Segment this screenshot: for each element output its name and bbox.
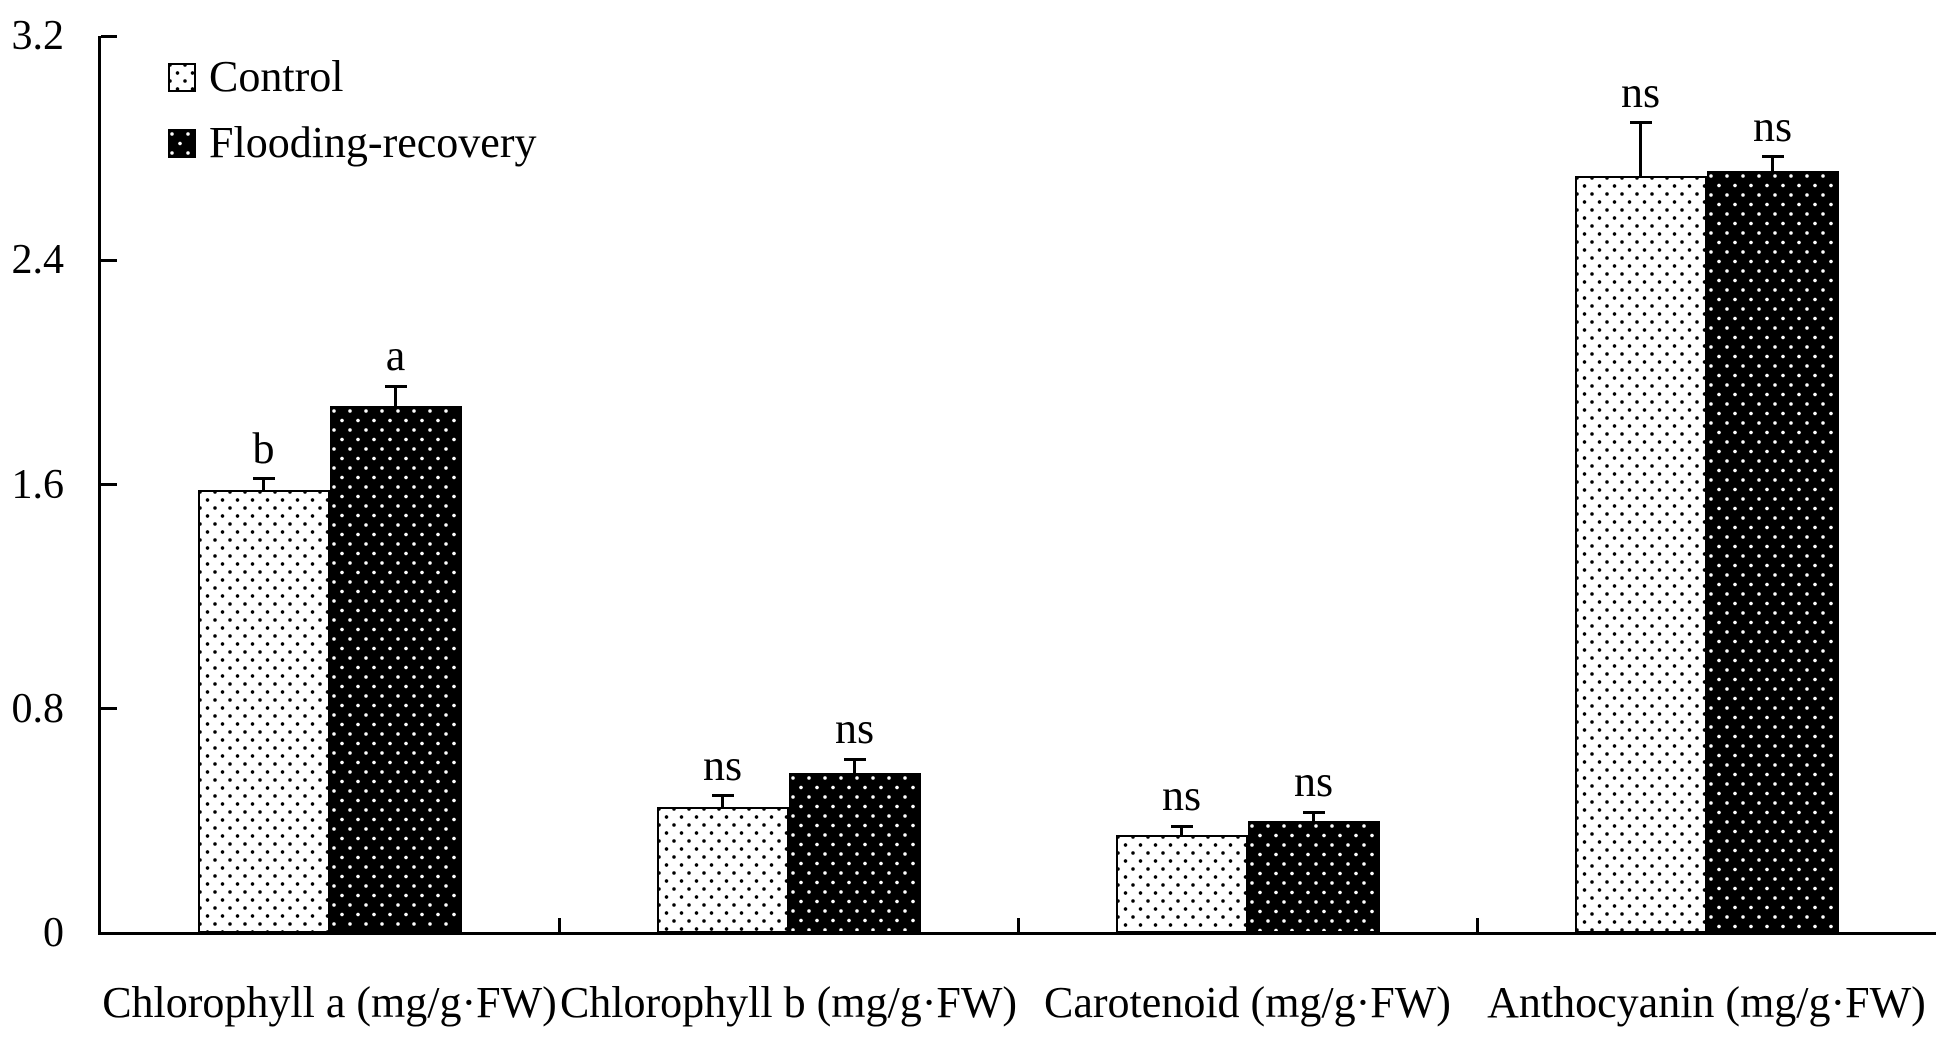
category-label: Anthocyanin (mg/g·FW)	[1487, 978, 1926, 1027]
error-bar-whisker	[1639, 122, 1642, 177]
category-label: Chlorophyll b (mg/g·FW)	[559, 978, 1018, 1027]
category-label: Chlorophyll a (mg/g·FW)	[102, 978, 557, 1027]
y-axis-tick	[101, 34, 117, 38]
category-label: Carotenoid (mg/g·FW)	[1044, 978, 1451, 1027]
error-bar-cap	[1170, 824, 1193, 828]
significance-label: ns	[834, 704, 875, 754]
error-bar-whisker	[394, 386, 397, 406]
error-bar-cap	[1302, 810, 1325, 814]
bar-control	[1574, 176, 1707, 933]
bar-flooding-recovery	[788, 773, 921, 933]
legend-swatch-flooding-pattern	[168, 128, 196, 158]
error-bar-whisker	[262, 478, 265, 491]
legend-item-flooding-recovery: Flooding-recovery	[168, 118, 537, 167]
bar-flooding-recovery	[329, 406, 462, 933]
error-bar-whisker	[1180, 826, 1183, 835]
bar-flooding-recovery	[1247, 820, 1380, 933]
bar-flooding-recovery	[1706, 170, 1839, 933]
y-tick-label: 1.6	[11, 461, 65, 508]
significance-label: ns	[1752, 101, 1793, 151]
y-tick-label: 0.8	[11, 685, 65, 732]
y-axis-tick	[101, 707, 117, 711]
error-bar-cap	[252, 477, 275, 481]
y-axis-line	[98, 36, 101, 935]
legend-swatch-control-pattern	[168, 62, 196, 92]
legend-item-control: Control	[168, 52, 536, 101]
legend: Control Flooding-recovery	[168, 52, 537, 167]
significance-label: ns	[1620, 67, 1661, 117]
x-axis-line	[98, 932, 1936, 935]
significance-label: ns	[1161, 771, 1202, 821]
y-axis-tick	[101, 483, 117, 486]
y-tick-label: 0	[43, 910, 64, 956]
error-bar-cap	[711, 794, 734, 798]
error-bar-whisker	[1312, 812, 1315, 821]
significance-label: ns	[1293, 757, 1334, 807]
x-axis-tick	[1475, 918, 1479, 933]
error-bar-whisker	[1771, 156, 1774, 171]
y-tick-label: 2.4	[11, 237, 65, 284]
y-axis-tick	[101, 258, 117, 262]
significance-label: ns	[702, 740, 743, 790]
error-bar-whisker	[853, 759, 856, 774]
x-axis-tick	[557, 918, 561, 933]
x-axis-tick	[1016, 918, 1020, 933]
error-bar-whisker	[721, 795, 724, 807]
bar-control	[656, 806, 789, 933]
error-bar-cap	[843, 757, 866, 761]
bar-control	[197, 490, 330, 933]
legend-label-flooding-recovery: Flooding-recovery	[209, 118, 537, 167]
bar-control	[1115, 834, 1248, 933]
y-tick-label: 3.2	[11, 13, 65, 59]
legend-label-control: Control	[209, 52, 344, 101]
error-bar-cap	[384, 384, 407, 388]
significance-label: a	[385, 331, 406, 381]
error-bar-cap	[1761, 155, 1784, 159]
significance-label: b	[252, 423, 275, 473]
error-bar-cap	[1629, 121, 1652, 125]
